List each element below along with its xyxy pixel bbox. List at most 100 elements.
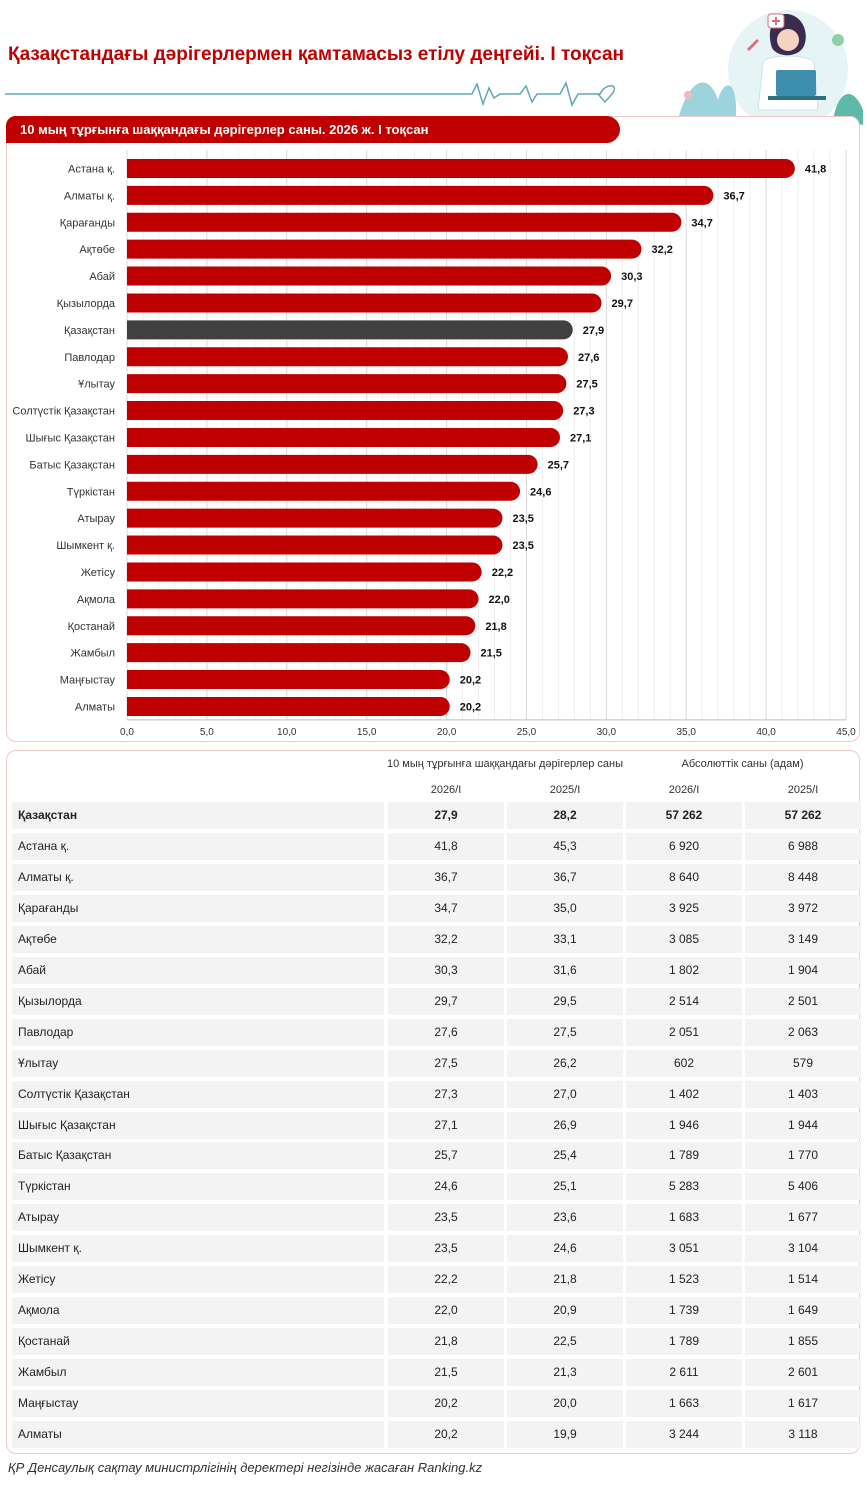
table-cell-ratio-2025: 26,9: [507, 1111, 623, 1139]
table-row: Солтүстік Қазақстан 27,3 27,0 1 402 1 403: [12, 1080, 861, 1108]
data-label: 20,2: [460, 675, 481, 687]
table-cell-abs-2026: 57 262: [626, 802, 742, 829]
bar: [127, 293, 602, 313]
table-cell-abs-2025: 1 403: [745, 1080, 861, 1108]
data-label: 27,3: [573, 406, 594, 418]
category-label: Ақмола: [77, 594, 116, 606]
bar: [127, 374, 567, 394]
table-row: Батыс Қазақстан 25,7 25,4 1 789 1 770: [12, 1142, 861, 1170]
table-cell-abs-2026: 602: [626, 1049, 742, 1077]
table-cell-region: Солтүстік Қазақстан: [12, 1080, 384, 1108]
data-label: 27,5: [576, 379, 597, 391]
data-label: 22,2: [492, 567, 513, 579]
data-label: 36,7: [723, 190, 744, 202]
category-label: Алматы: [75, 701, 115, 713]
table-cell-ratio-2026: 20,2: [388, 1421, 504, 1448]
table-cell-ratio-2026: 36,7: [388, 863, 504, 891]
table-cell-ratio-2026: 32,2: [388, 925, 504, 953]
bar: [127, 589, 479, 609]
table-cell-abs-2025: 1 649: [745, 1297, 861, 1325]
table-cell-ratio-2025: 20,9: [507, 1297, 623, 1325]
table-cell-abs-2026: 1 663: [626, 1390, 742, 1418]
table-cell-abs-2026: 1 683: [626, 1204, 742, 1232]
data-label: 21,5: [481, 648, 502, 660]
table-cell-region: Ақтөбе: [12, 925, 384, 953]
category-label: Абай: [89, 271, 115, 283]
chart-title: 10 мың тұрғынға шаққандағы дәрігерлер са…: [20, 122, 429, 137]
table-cell-region: Түркістан: [12, 1173, 384, 1201]
table-row: Алматы қ. 36,7 36,7 8 640 8 448: [12, 863, 861, 891]
table-cell-abs-2026: 1 739: [626, 1297, 742, 1325]
table-cell-abs-2025: 8 448: [745, 863, 861, 891]
data-label: 21,8: [485, 621, 506, 633]
table-cell-abs-2025: 1 514: [745, 1266, 861, 1294]
table-cell-abs-2025: 579: [745, 1049, 861, 1077]
bar: [127, 158, 795, 178]
table-cell-region: Шымкент қ.: [12, 1235, 384, 1263]
table-cell-abs-2025: 3 118: [745, 1421, 861, 1448]
table-cell-abs-2025: 2 063: [745, 1018, 861, 1046]
doctor-with-laptop-illustration: [678, 10, 863, 130]
category-label: Шымкент қ.: [56, 540, 115, 552]
table-cell-ratio-2026: 22,0: [388, 1297, 504, 1325]
x-tick-label: 20,0: [437, 727, 457, 738]
category-label: Түркістан: [67, 486, 115, 498]
table-cell-ratio-2025: 36,7: [507, 863, 623, 891]
table-cell-region: Батыс Қазақстан: [12, 1142, 384, 1170]
data-label: 20,2: [460, 701, 481, 713]
category-label: Атырау: [77, 513, 115, 525]
table-cell-region: Жамбыл: [12, 1359, 384, 1387]
table-cell-abs-2026: 2 514: [626, 987, 742, 1015]
data-label: 27,6: [578, 352, 599, 364]
x-tick-label: 10,0: [277, 727, 297, 738]
bar: [127, 535, 503, 555]
x-tick-label: 15,0: [357, 727, 377, 738]
bar: [127, 616, 476, 636]
table-cell-ratio-2026: 23,5: [388, 1235, 504, 1263]
category-label: Шығыс Қазақстан: [26, 432, 115, 444]
table-cell-ratio-2025: 25,1: [507, 1173, 623, 1201]
table-cell-abs-2026: 2 611: [626, 1359, 742, 1387]
bar: [127, 454, 538, 474]
category-label: Ақтөбе: [79, 244, 115, 256]
table-cell-ratio-2026: 30,3: [388, 956, 504, 984]
table-cell-abs-2026: 3 925: [626, 894, 742, 922]
bar: [127, 320, 573, 340]
table-cell-abs-2026: 6 920: [626, 832, 742, 860]
bar: [127, 643, 471, 663]
table-cell-region: Ақмола: [12, 1297, 384, 1325]
table-cell-abs-2026: 1 402: [626, 1080, 742, 1108]
table-cell-ratio-2025: 22,5: [507, 1328, 623, 1356]
table-cell-abs-2025: 1 677: [745, 1204, 861, 1232]
chart-header: 10 мың тұрғынға шаққандағы дәрігерлер са…: [6, 116, 620, 143]
table-cell-ratio-2026: 20,2: [388, 1390, 504, 1418]
table-row: Қызылорда 29,7 29,5 2 514 2 501: [12, 987, 861, 1015]
x-tick-label: 40,0: [756, 727, 776, 738]
table-cell-ratio-2026: 27,3: [388, 1080, 504, 1108]
x-tick-label: 0,0: [120, 727, 134, 738]
bar: [127, 696, 450, 716]
table-row: Қостанай 21,8 22,5 1 789 1 855: [12, 1328, 861, 1356]
table-cell-ratio-2025: 23,6: [507, 1204, 623, 1232]
data-label: 32,2: [651, 244, 672, 256]
data-label: 27,1: [570, 432, 591, 444]
table-cell-abs-2025: 1 617: [745, 1390, 861, 1418]
table-row: Ақтөбе 32,2 33,1 3 085 3 149: [12, 925, 861, 953]
table-cell-region: Алматы: [12, 1421, 384, 1448]
table-cell-ratio-2026: 27,9: [388, 802, 504, 829]
table-cell-region: Қостанай: [12, 1328, 384, 1356]
table-cell-abs-2026: 3 244: [626, 1421, 742, 1448]
table-row: Павлодар 27,6 27,5 2 051 2 063: [12, 1018, 861, 1046]
table-cell-region: Шығыс Қазақстан: [12, 1111, 384, 1139]
bar: [127, 185, 714, 205]
table-row: Қазақстан 27,9 28,2 57 262 57 262: [12, 802, 861, 829]
bar: [127, 508, 503, 528]
category-label: Ұлытау: [78, 379, 115, 391]
bar: [127, 427, 560, 447]
category-label: Қазақстан: [64, 325, 115, 337]
bar: [127, 401, 564, 421]
table-cell-region: Қарағанды: [12, 894, 384, 922]
table-row: Абай 30,3 31,6 1 802 1 904: [12, 956, 861, 984]
category-label: Қызылорда: [57, 298, 116, 310]
page-title: Қазақстандағы дәрігерлермен қамтамасыз е…: [8, 44, 624, 65]
